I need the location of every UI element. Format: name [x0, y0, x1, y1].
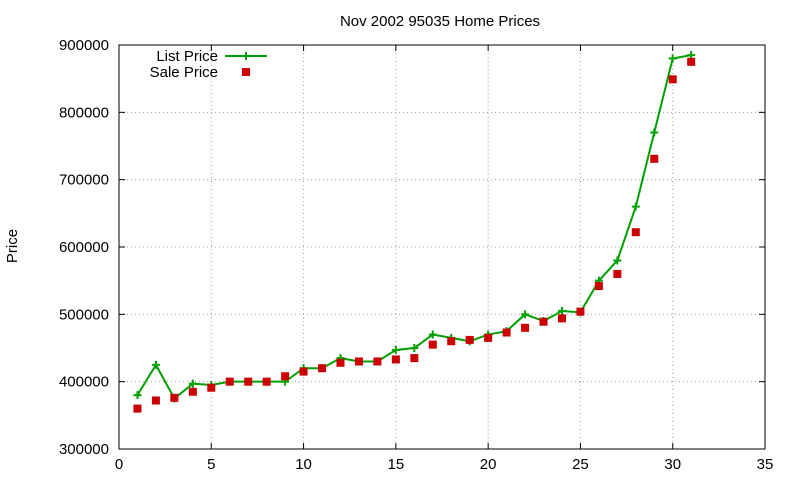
sale-price-point	[428, 340, 437, 349]
sale-price-point	[465, 335, 474, 344]
plot-frame	[118, 44, 766, 450]
sale-price-point	[613, 269, 622, 278]
sale-price-point	[336, 358, 345, 367]
sale-price-point	[650, 154, 659, 163]
list-price-point	[631, 202, 640, 211]
sale-price-point	[391, 355, 400, 364]
sale-price-point	[170, 393, 179, 402]
sale-price-point	[521, 323, 530, 332]
sale-price-point	[318, 364, 327, 373]
sale-price-point	[207, 383, 216, 392]
y-tick-label: 300000	[59, 441, 109, 458]
sale-price-point	[502, 328, 511, 337]
x-tick-label: 15	[388, 456, 405, 473]
sale-price-point	[225, 377, 234, 386]
list-price-point	[613, 256, 622, 265]
x-tick-label: 20	[480, 456, 497, 473]
sale-price-point	[188, 387, 197, 396]
list-price-point	[391, 346, 400, 355]
sale-price-point	[447, 337, 456, 346]
sale-price-point	[299, 367, 308, 376]
x-tick-label: 0	[115, 456, 123, 473]
sale-price-point	[373, 357, 382, 366]
list-price-point	[521, 310, 530, 319]
y-tick-label: 900000	[59, 37, 109, 54]
x-tick-label: 35	[757, 456, 774, 473]
sale-price-point	[631, 228, 640, 237]
y-tick-label: 500000	[59, 306, 109, 323]
sale-price-point	[262, 377, 271, 386]
legend-label: List Price	[156, 48, 218, 65]
sale-price-point	[410, 354, 419, 363]
sale-price-point	[151, 396, 160, 405]
legend-label: Sale Price	[150, 64, 218, 81]
chart-title: Nov 2002 95035 Home Prices	[340, 13, 540, 30]
sale-price-point	[281, 372, 290, 381]
sale-price-point	[687, 57, 696, 66]
y-axis-label: Price	[4, 229, 21, 263]
y-tick-label: 600000	[59, 239, 109, 256]
sale-price-point	[539, 317, 548, 326]
x-tick-label: 10	[295, 456, 312, 473]
sale-price-point	[484, 333, 493, 342]
y-tick-label: 700000	[59, 172, 109, 189]
list-price-point	[650, 128, 659, 137]
y-tick-label: 400000	[59, 374, 109, 391]
axis-ticks: 0 5 10 15 20 25 30 35 300000 400000 500000 600000 70…	[59, 37, 773, 473]
list-price-point	[151, 360, 160, 369]
sale-price-point	[354, 357, 363, 366]
list-price-point	[557, 306, 566, 315]
data-series	[133, 51, 696, 413]
list-price-point	[188, 379, 197, 388]
sale-price-point	[668, 75, 677, 84]
x-tick-label: 5	[207, 456, 215, 473]
y-tick-label: 800000	[59, 104, 109, 121]
sale-price-point	[576, 307, 585, 316]
list-price-point	[668, 54, 677, 63]
sale-price-point	[594, 282, 603, 291]
x-tick-label: 30	[664, 456, 681, 473]
list-price-point	[428, 330, 437, 339]
sale-price-point	[244, 377, 253, 386]
sale-price-point	[557, 314, 566, 323]
sale-price-point	[133, 404, 142, 413]
x-tick-label: 25	[572, 456, 589, 473]
list-price-point	[687, 51, 696, 60]
legend-plus-swatch	[242, 52, 250, 60]
list-price-point	[133, 391, 142, 400]
legend-square-swatch	[242, 68, 250, 76]
list-price-point	[410, 344, 419, 352]
